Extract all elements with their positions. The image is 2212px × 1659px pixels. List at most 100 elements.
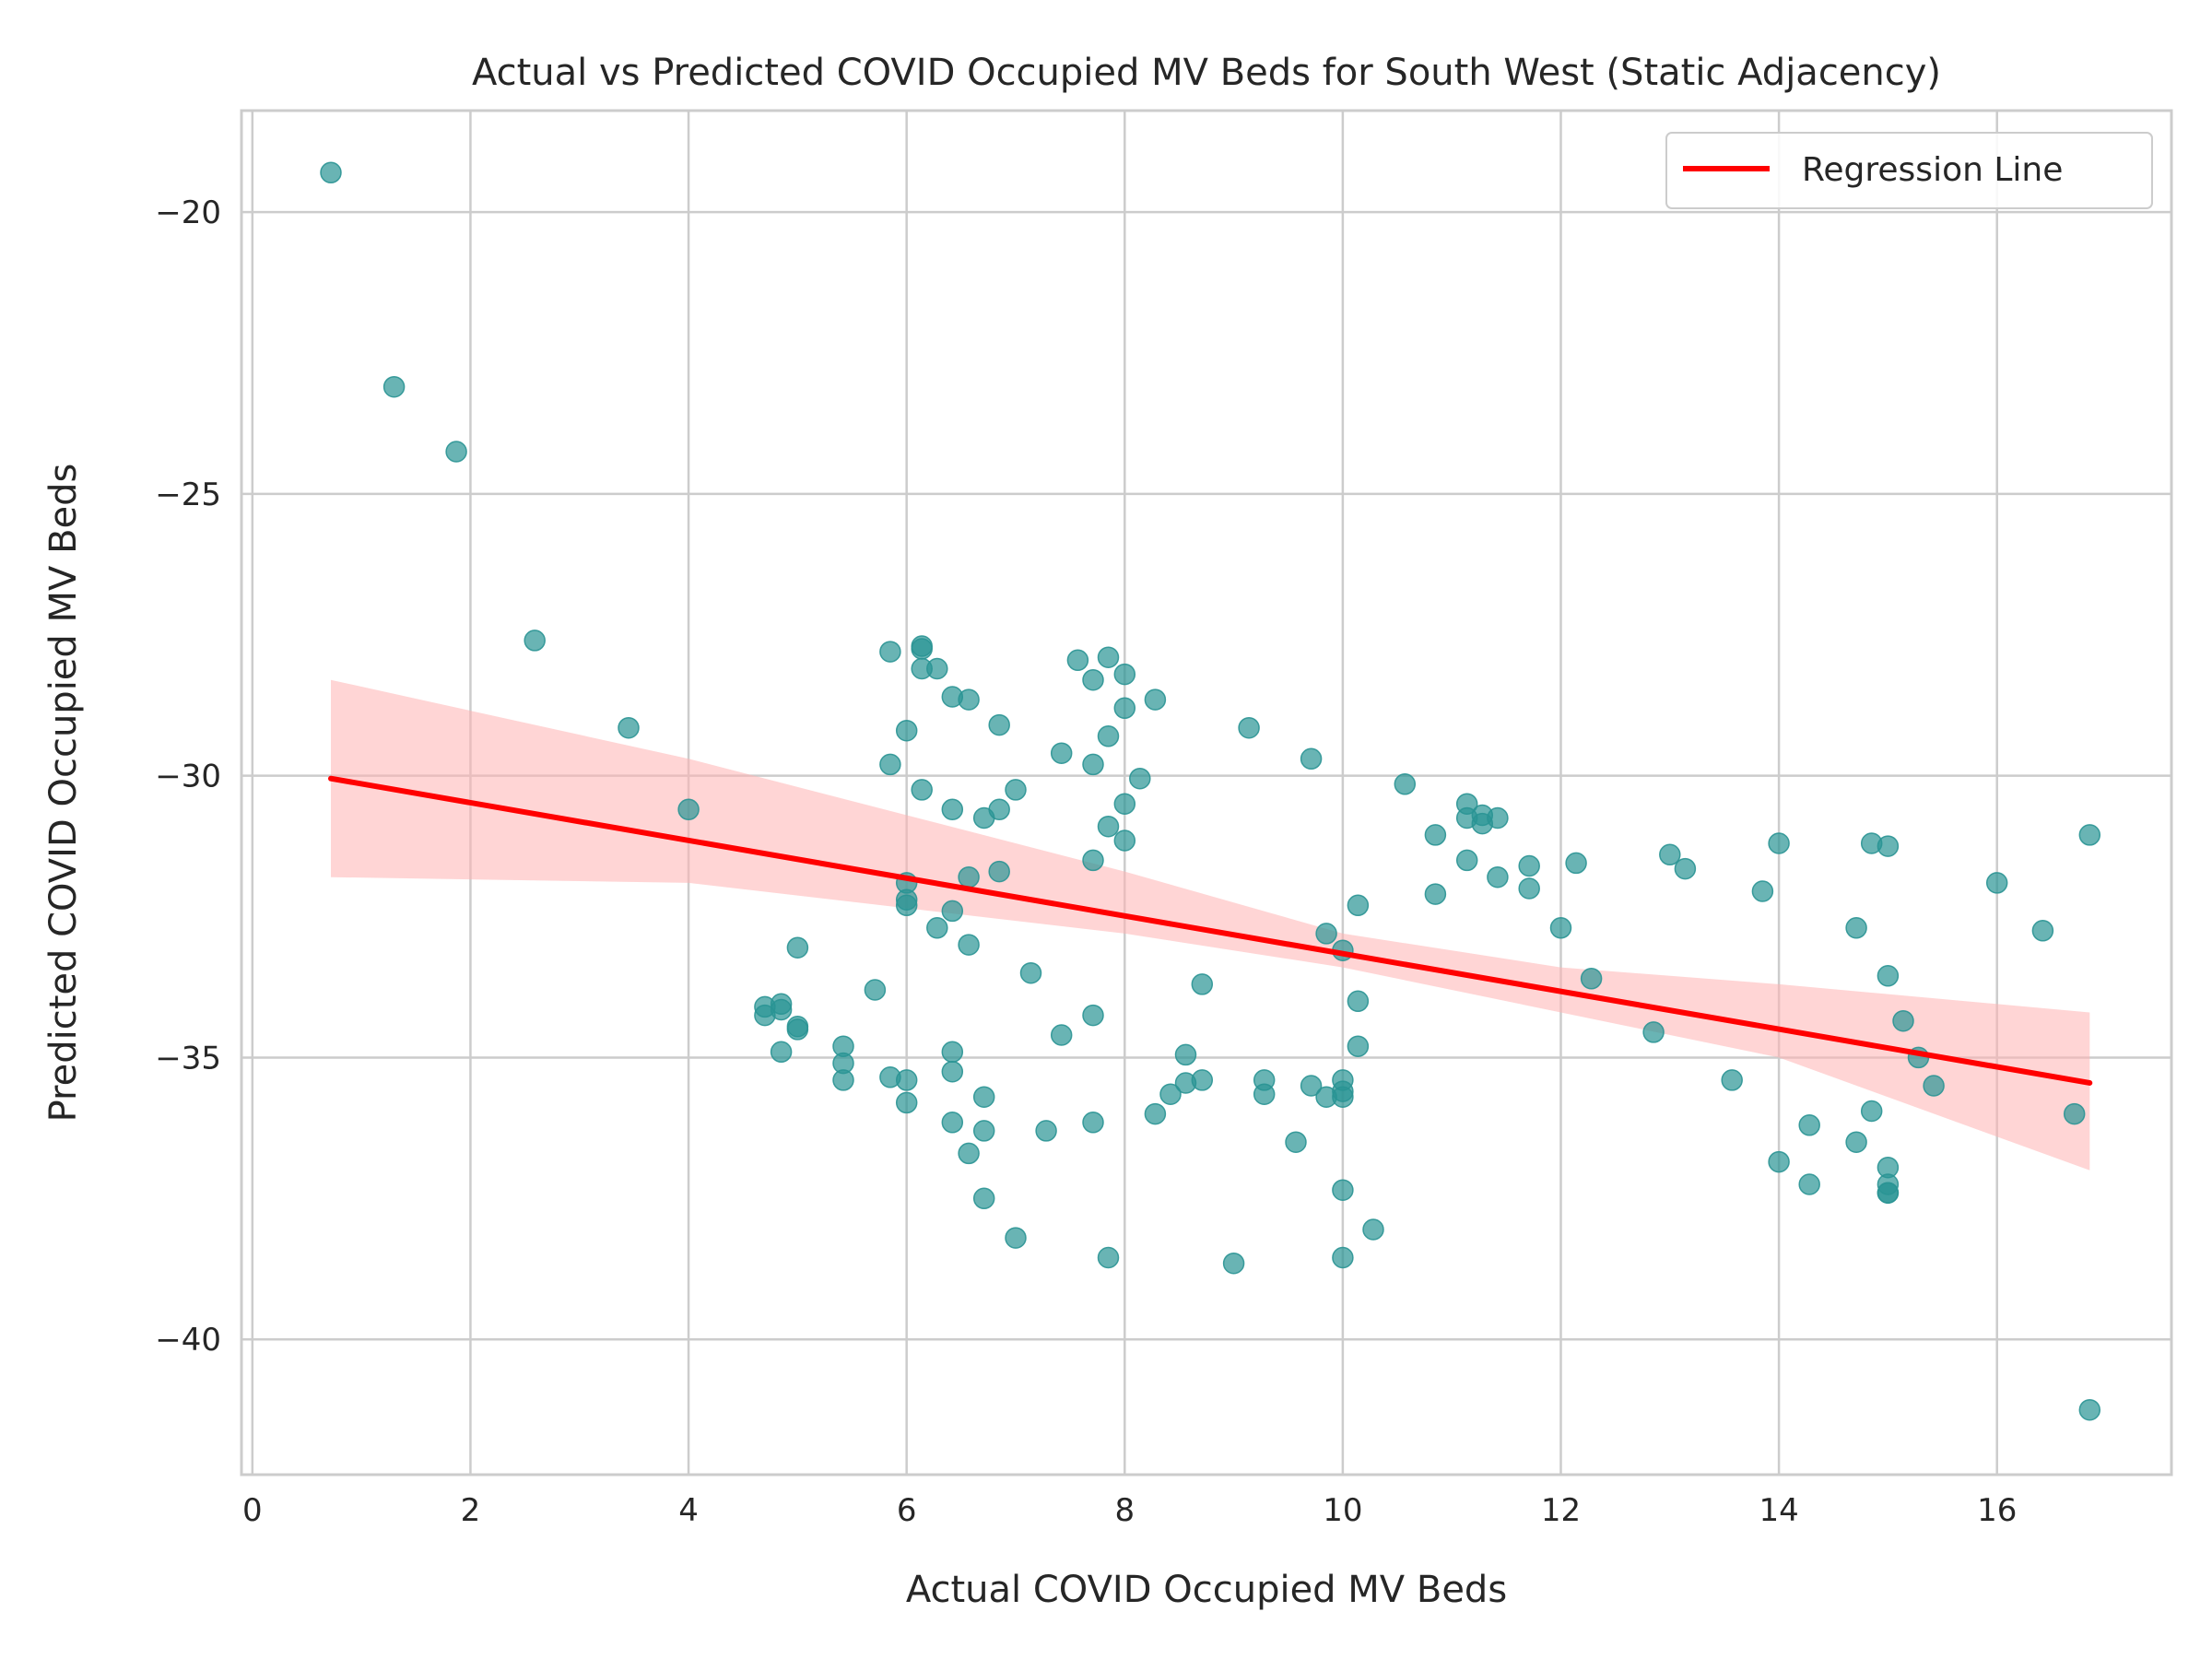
- scatter-point: [1005, 779, 1027, 801]
- scatter-point: [1082, 849, 1104, 872]
- scatter-point: [988, 713, 1010, 736]
- scatter-point: [958, 865, 980, 888]
- scatter-point: [1159, 1083, 1182, 1105]
- scatter-point: [1253, 1083, 1276, 1105]
- scatter-point: [1300, 747, 1323, 771]
- scatter-point: [895, 894, 918, 917]
- scatter-point: [941, 1060, 964, 1083]
- chart-title: Actual vs Predicted COVID Occupied MV Be…: [472, 52, 1941, 94]
- x-tick-label: 0: [242, 1492, 263, 1529]
- x-tick-label: 4: [678, 1492, 699, 1529]
- scatter-point: [1362, 1218, 1384, 1241]
- scatter-point: [1659, 843, 1681, 866]
- scatter-point: [1222, 1252, 1245, 1275]
- scatter-point: [1174, 1043, 1197, 1066]
- scatter-point: [941, 798, 964, 821]
- scatter-point: [1238, 716, 1260, 739]
- x-tick-label: 16: [1977, 1492, 2017, 1529]
- scatter-point: [1487, 806, 1509, 830]
- scatter-point: [972, 1187, 995, 1210]
- scatter-point: [1285, 1131, 1307, 1153]
- scatter-point: [524, 629, 546, 652]
- scatter-point: [445, 441, 467, 463]
- y-tick-label: −35: [155, 1040, 221, 1077]
- scatter-point: [1394, 773, 1417, 795]
- scatter-point: [1751, 880, 1774, 902]
- scatter-point: [1050, 742, 1073, 764]
- scatter-point: [1097, 646, 1120, 668]
- scatter-point: [1144, 1102, 1167, 1125]
- x-tick-label: 6: [897, 1492, 917, 1529]
- scatter-point: [1005, 1227, 1027, 1249]
- scatter-point: [1768, 1150, 1790, 1173]
- scatter-point: [1580, 968, 1603, 990]
- scatter-point: [1768, 832, 1790, 854]
- scatter-point: [1347, 990, 1370, 1013]
- scatter-point: [1985, 872, 2008, 894]
- scatter-point: [320, 161, 342, 184]
- legend-box: [1665, 132, 2153, 209]
- scatter-point: [926, 657, 948, 680]
- scatter-point: [2031, 920, 2054, 942]
- scatter-point: [1113, 663, 1136, 686]
- scatter-point: [895, 1069, 918, 1091]
- scatter-point: [1424, 824, 1447, 846]
- scatter-point: [1082, 1004, 1104, 1027]
- plot-area: [240, 109, 2173, 1477]
- scatter-point: [988, 860, 1010, 883]
- scatter-point: [1129, 767, 1151, 790]
- scatter-point: [911, 779, 933, 801]
- scatter-point: [382, 375, 406, 398]
- y-tick-labels: −20 −25 −30 −35 −40: [155, 194, 221, 1359]
- plot-frame: [240, 109, 2173, 1477]
- scatter-point: [972, 1086, 995, 1108]
- scatter-point: [1923, 1075, 1945, 1097]
- scatter-point: [1877, 965, 1900, 987]
- scatter-point: [1035, 1120, 1057, 1142]
- scatter-point: [1892, 1009, 1914, 1032]
- scatter-point: [1300, 1075, 1323, 1097]
- scatter-point: [958, 688, 980, 711]
- scatter-point: [1191, 973, 1214, 995]
- y-tick-label: −30: [155, 759, 221, 795]
- scatter-point: [1191, 1069, 1214, 1091]
- x-tick-label: 2: [461, 1492, 481, 1529]
- scatter-point: [1332, 1246, 1354, 1269]
- scatter-point: [1066, 649, 1089, 672]
- scatter-point: [618, 716, 640, 739]
- scatter-point: [1877, 1182, 1900, 1204]
- y-tick-label: −20: [155, 194, 221, 231]
- y-tick-label: −25: [155, 477, 221, 513]
- scatter-point: [1097, 1246, 1120, 1269]
- x-tick-labels: 0 2 4 6 8 10 12 14 16: [242, 1492, 2017, 1529]
- scatter-point: [770, 1041, 793, 1064]
- scatter-point: [1424, 883, 1447, 905]
- x-tick-label: 8: [1114, 1492, 1135, 1529]
- scatter-point: [941, 1112, 964, 1134]
- scatter-point: [770, 998, 793, 1021]
- scatter-point: [2063, 1102, 2086, 1125]
- scatter-point: [926, 917, 948, 939]
- y-axis-label: Predicted COVID Occupied MV Beds: [42, 464, 85, 1123]
- scatter-point: [2078, 824, 2101, 846]
- legend-regression-label: Regression Line: [1802, 151, 2063, 189]
- scatter-point: [1144, 688, 1167, 711]
- scatter-point: [1019, 961, 1042, 984]
- scatter-point: [1877, 835, 1900, 857]
- scatter-point: [2078, 1398, 2101, 1421]
- x-tick-label: 12: [1541, 1492, 1581, 1529]
- scatter-point: [1721, 1069, 1743, 1091]
- scatter-point: [972, 1120, 995, 1142]
- scatter-point: [941, 1041, 964, 1064]
- regression-line: [328, 775, 2093, 1086]
- scatter-point: [1674, 857, 1697, 880]
- scatter-point: [786, 1018, 809, 1041]
- scatter-point: [1332, 1179, 1354, 1201]
- confidence-band: [331, 679, 2090, 1171]
- scatter-point: [958, 934, 980, 956]
- scatter-point: [1845, 1131, 1867, 1153]
- scatter-point: [1332, 1086, 1354, 1108]
- scatter-point: [1455, 849, 1478, 872]
- scatter-point: [1347, 894, 1370, 917]
